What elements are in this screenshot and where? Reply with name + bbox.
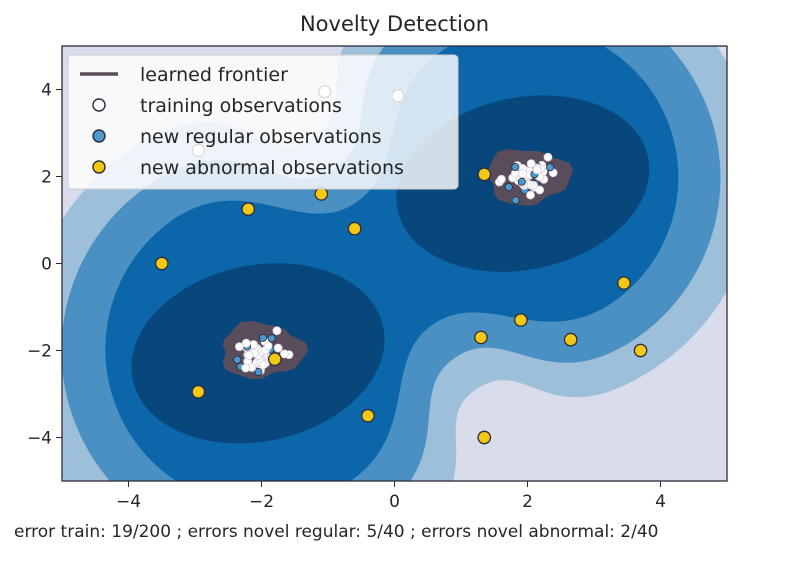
legend-regular-swatch [92, 129, 106, 143]
regular-point [504, 183, 513, 192]
error-summary: error train: 19/200 ; errors novel regul… [14, 522, 659, 542]
y-tick-label: 0 [41, 255, 52, 275]
regular-point [517, 177, 526, 186]
y-tick-label: −2 [27, 342, 52, 362]
abnormal-point [191, 384, 206, 399]
y-tick-label: 2 [41, 168, 52, 188]
training-point [535, 185, 545, 195]
training-point [241, 338, 251, 348]
training-point [526, 190, 535, 200]
training-point [273, 343, 283, 353]
regular-point [546, 163, 555, 172]
chart-title: Novelty Detection [300, 12, 489, 36]
legend-box [67, 54, 459, 190]
abnormal-point [154, 256, 169, 271]
x-tick-label: −4 [116, 492, 141, 512]
legend-label: learned frontier [140, 64, 288, 86]
training-point [241, 363, 251, 373]
abnormal-point [617, 276, 631, 290]
x-tick-label: 4 [655, 492, 666, 512]
training-point [263, 341, 273, 351]
legend-label: new regular observations [140, 126, 382, 148]
x-tick-label: −2 [249, 492, 274, 512]
regular-point [267, 334, 276, 343]
x-axis: −4 −2 0 2 4 [116, 481, 666, 512]
legend-label: new abnormal observations [140, 157, 404, 179]
abnormal-point [474, 330, 488, 345]
regular-point [254, 368, 263, 377]
legend-label: training observations [140, 95, 342, 117]
legend-abnormal-swatch [92, 160, 106, 174]
regular-point [233, 355, 242, 364]
regular-point [258, 333, 267, 342]
abnormal-point [361, 408, 375, 423]
y-tick-label: 4 [41, 81, 52, 101]
training-point [244, 350, 254, 360]
y-tick-label: −4 [27, 429, 52, 449]
abnormal-point [477, 430, 492, 445]
x-tick-label: 2 [522, 492, 533, 512]
abnormal-point [477, 167, 492, 182]
training-point [280, 349, 289, 359]
abnormal-point [347, 221, 362, 236]
training-point [258, 360, 268, 370]
legend-training-swatch [92, 98, 106, 112]
abnormal-point [633, 343, 648, 358]
abnormal-point [513, 313, 528, 327]
training-point [526, 159, 536, 169]
regular-point [511, 196, 520, 205]
abnormal-point [241, 202, 256, 216]
abnormal-point [267, 352, 282, 367]
training-point [543, 152, 553, 162]
regular-point [511, 163, 520, 172]
abnormal-point [563, 332, 578, 347]
training-point [518, 169, 527, 178]
y-axis: 4 2 0 −2 −4 [27, 81, 62, 449]
cluster-points [233, 152, 558, 377]
training-point [497, 174, 506, 184]
legend: learned frontier training observations new… [67, 54, 459, 190]
x-tick-label: 0 [389, 492, 400, 512]
abnormal-point [314, 187, 329, 201]
training-point [272, 326, 282, 336]
abnormal-points [154, 167, 648, 445]
training-point [532, 165, 542, 175]
training-point [234, 342, 244, 352]
